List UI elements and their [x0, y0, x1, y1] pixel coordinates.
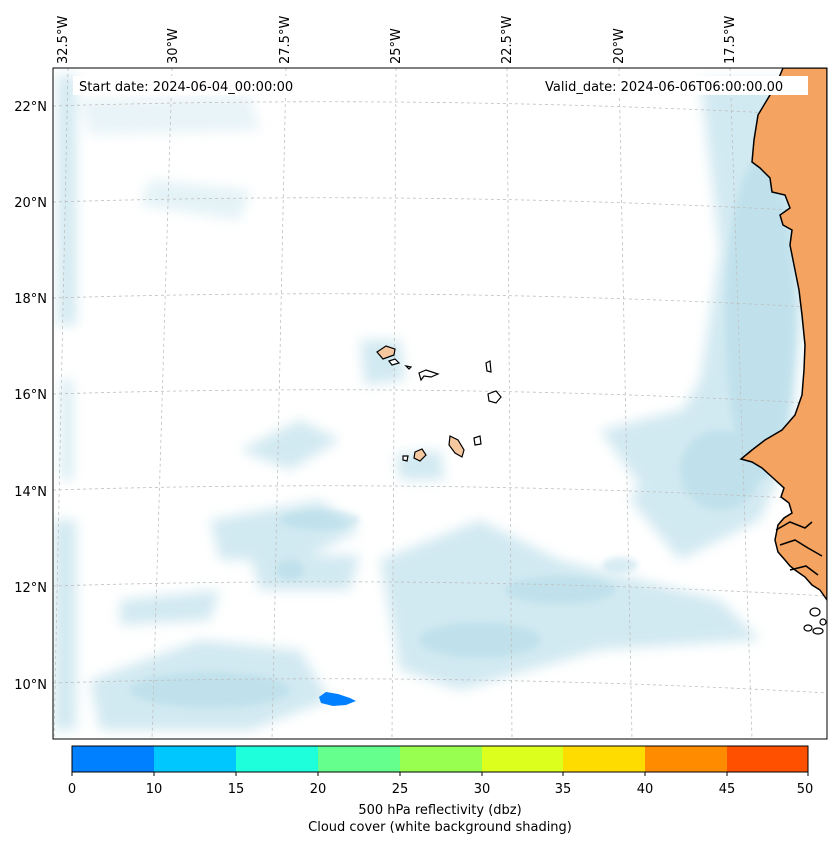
colorbar-segment-4 — [400, 746, 482, 772]
senegal-gambia-coast — [775, 521, 823, 576]
start-date-box — [73, 76, 310, 95]
lat-label-22n: 22°N — [14, 100, 47, 115]
lat-label-10n: 10°N — [14, 678, 47, 693]
cloud-cover-highlights — [130, 160, 795, 708]
reflectivity-echo — [319, 692, 356, 706]
colorbar-label-line2: Cloud cover (white background shading) — [308, 820, 572, 835]
colorbar-frame — [71, 745, 809, 773]
latitude-labels: 22°N 20°N 18°N 16°N 14°N 12°N 10°N — [14, 100, 47, 693]
colorbar-tick-35: 35 — [555, 782, 572, 797]
lat-label-12n: 12°N — [14, 581, 47, 596]
lat-label-20n: 20°N — [14, 196, 47, 211]
colorbar-segment-5 — [482, 746, 563, 772]
lon-label-20w: 20°W — [612, 28, 627, 64]
colorbar-ticks — [71, 772, 809, 776]
lon-label-27-5w: 27.5°W — [278, 16, 293, 64]
sal-island — [485, 360, 492, 373]
valid-date-box — [540, 76, 808, 95]
lat-label-14n: 14°N — [14, 485, 47, 500]
colorbar-segment-6 — [563, 746, 645, 772]
bijagos-islands — [803, 607, 827, 635]
colorbar-tick-20: 20 — [310, 782, 327, 797]
colorbar-tick-15: 15 — [228, 782, 245, 797]
lon-label-32-5w: 32.5°W — [56, 16, 71, 64]
gridlines — [53, 68, 827, 739]
colorbar-segment-0 — [72, 746, 154, 772]
longitude-labels: 32.5°W 30°W 27.5°W 25°W 22.5°W 20°W 17.5… — [56, 16, 738, 64]
lat-label-18n: 18°N — [14, 292, 47, 307]
lon-label-22-5w: 22.5°W — [500, 16, 515, 64]
colorbar-tick-labels: 0 10 15 20 25 30 35 40 45 50 — [68, 782, 813, 797]
colorbar-segment-7 — [645, 746, 727, 772]
africa-coastline — [739, 68, 827, 602]
colorbar-label-line1: 500 hPa reflectivity (dbz) — [358, 803, 521, 818]
colorbar-tick-40: 40 — [637, 782, 654, 797]
colorbar-tick-30: 30 — [474, 782, 491, 797]
sao-nicolau-island — [418, 369, 440, 382]
colorbar-tick-25: 25 — [392, 782, 409, 797]
colorbar-tick-10: 10 — [146, 782, 163, 797]
start-date-text: Start date: 2024-06-04_00:00:00 — [79, 80, 293, 95]
lon-label-25w: 25°W — [389, 28, 404, 64]
colorbar-segment-1 — [154, 746, 236, 772]
colorbar-tick-0: 0 — [68, 782, 76, 797]
valid-date-text: Valid_date: 2024-06-06T06:00:00.00 — [545, 80, 783, 95]
maio-island — [473, 435, 482, 446]
colorbar-segment-2 — [236, 746, 318, 772]
cape-verde-islands — [376, 345, 502, 462]
lon-label-30w: 30°W — [166, 28, 181, 64]
fogo-island — [413, 448, 427, 462]
colorbar-segment-8 — [727, 746, 808, 772]
colorbar-tick-50: 50 — [797, 782, 814, 797]
lat-label-16n: 16°N — [14, 388, 47, 403]
colorbar-tick-45: 45 — [719, 782, 736, 797]
santiago-island — [448, 435, 465, 458]
boa-vista-island — [487, 390, 502, 404]
map-border — [52, 67, 828, 740]
lon-label-17-5w: 17.5°W — [723, 16, 738, 64]
santa-luzia-island — [404, 365, 413, 370]
santo-antao-island — [376, 345, 396, 360]
colorbar-segment-3 — [318, 746, 400, 772]
sao-vicente-island — [388, 358, 401, 366]
colorbar: 0 10 15 20 25 30 35 40 45 50 500 hPa ref… — [68, 745, 813, 835]
brava-island — [402, 455, 409, 462]
